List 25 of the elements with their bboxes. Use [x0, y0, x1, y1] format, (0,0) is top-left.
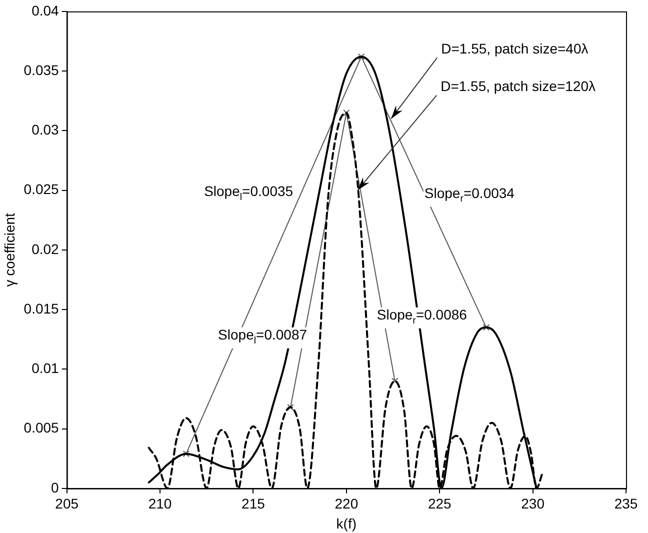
x-tick-label: 205	[55, 496, 79, 512]
y-tick-label: 0	[51, 479, 60, 496]
x-tick-label: 220	[334, 496, 358, 512]
y-axis-title: γ coefficient	[1, 212, 18, 287]
x-tick-label: 210	[148, 496, 172, 512]
x-tick-label: 230	[521, 496, 545, 512]
annotation: D=1.55, patch size=40λ	[441, 40, 588, 57]
point	[482, 324, 490, 331]
y-tick-label: 0.015	[24, 300, 60, 316]
point	[343, 109, 350, 116]
point	[182, 450, 190, 458]
y-tick-label: 0.03	[32, 122, 60, 138]
x-tick-label: 235	[614, 496, 638, 512]
y-tick-label: 0.035	[24, 62, 60, 78]
y-tick-label: 0.02	[32, 240, 60, 257]
point	[287, 404, 294, 411]
annotation: D=1.55, patch size=120λ	[440, 78, 596, 94]
y-tick-label: 0.005	[24, 420, 60, 436]
x-axis-title: k(f)	[336, 515, 357, 532]
x-tick-label: 215	[242, 496, 266, 512]
y-tick-label: 0.01	[32, 360, 60, 376]
y-tick-label: 0.025	[24, 181, 60, 198]
point	[358, 53, 365, 60]
x-tick-label: 225	[428, 496, 452, 512]
y-tick-label: 0.04	[32, 2, 60, 18]
